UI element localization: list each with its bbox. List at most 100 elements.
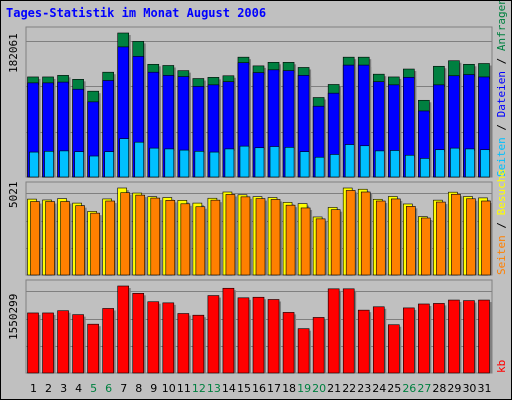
bar-seiten-day-4 bbox=[74, 151, 84, 178]
bar-seiten-day-2 bbox=[45, 201, 55, 276]
day-label: 17 bbox=[267, 382, 282, 395]
bar-seiten-day-18 bbox=[285, 204, 296, 276]
bar-kb-day-7 bbox=[117, 285, 130, 374]
bar-seiten-day-24 bbox=[375, 200, 386, 276]
legend-entry: Seiten bbox=[495, 235, 508, 275]
bar-seiten-day-5 bbox=[89, 155, 99, 178]
bar-kb-day-6 bbox=[102, 308, 114, 374]
bar-seiten-day-12 bbox=[195, 206, 206, 276]
bar-seiten-day-26 bbox=[406, 206, 416, 276]
bar-seiten-day-22 bbox=[345, 190, 356, 276]
day-label: 6 bbox=[105, 382, 113, 395]
day-label: 3 bbox=[60, 382, 68, 395]
bar-kb-day-30 bbox=[463, 300, 475, 374]
day-label: 20 bbox=[312, 382, 327, 395]
day-label: 14 bbox=[221, 382, 236, 395]
bar-seiten-day-20 bbox=[314, 156, 325, 178]
bar-kb-day-24 bbox=[372, 306, 385, 374]
bar-seiten-day-11 bbox=[179, 149, 190, 178]
day-label: 23 bbox=[357, 382, 372, 395]
bar-seiten-day-6 bbox=[104, 151, 114, 178]
bar-kb-day-10 bbox=[162, 302, 175, 374]
bar-kb-day-23 bbox=[357, 309, 370, 374]
bar-seiten-day-21 bbox=[330, 209, 341, 276]
bar-kb-day-3 bbox=[57, 310, 69, 374]
day-label: 9 bbox=[150, 382, 158, 395]
bar-kb-day-29 bbox=[448, 299, 460, 374]
bar-seiten-day-2 bbox=[44, 150, 54, 178]
bar-seiten-day-27 bbox=[420, 158, 430, 178]
legend-separator: / bbox=[495, 51, 508, 72]
bar-seiten-day-15 bbox=[240, 196, 251, 276]
day-label: 28 bbox=[432, 382, 447, 395]
bar-seiten-day-17 bbox=[269, 146, 280, 178]
day-label: 26 bbox=[402, 382, 417, 395]
bar-kb-day-25 bbox=[387, 324, 400, 374]
legend-separator: / bbox=[495, 215, 508, 236]
bar-seiten-day-11 bbox=[180, 203, 191, 276]
bar-kb-day-1 bbox=[27, 312, 39, 374]
bar-seiten-day-13 bbox=[210, 199, 221, 276]
day-label: 15 bbox=[236, 382, 251, 395]
day-label: 18 bbox=[282, 382, 297, 395]
bar-kb-day-15 bbox=[237, 297, 250, 374]
bar-seiten-day-27 bbox=[421, 217, 431, 276]
day-label: 16 bbox=[252, 382, 266, 395]
bar-kb-day-4 bbox=[72, 314, 84, 374]
day-label: 22 bbox=[342, 382, 357, 395]
day-label: 13 bbox=[206, 382, 221, 395]
bar-seiten-day-28 bbox=[436, 201, 446, 276]
bar-kb-day-17 bbox=[267, 299, 280, 374]
bar-seiten-day-23 bbox=[360, 191, 371, 276]
bar-seiten-day-25 bbox=[389, 150, 400, 178]
bar-seiten-day-26 bbox=[405, 154, 415, 178]
bar-seiten-day-18 bbox=[284, 147, 295, 178]
day-label: 24 bbox=[372, 382, 387, 395]
bar-seiten-day-3 bbox=[60, 201, 70, 276]
bar-seiten-day-10 bbox=[164, 148, 175, 178]
legend-top: Seiten / Dateien / Anfragen bbox=[495, 1, 508, 177]
legend-entry: Besuche bbox=[495, 169, 508, 216]
bar-kb-day-18 bbox=[282, 312, 295, 374]
bar-seiten-day-6 bbox=[105, 200, 115, 276]
bar-seiten-day-4 bbox=[75, 205, 85, 276]
bar-kb-day-20 bbox=[312, 317, 325, 374]
bar-seiten-day-22 bbox=[344, 144, 355, 178]
max-label-bottom: 1550299 bbox=[7, 293, 20, 340]
day-label: 19 bbox=[297, 382, 312, 395]
bar-kb-day-31 bbox=[478, 299, 490, 374]
max-label-top: 182061 bbox=[7, 33, 20, 73]
bar-seiten-day-29 bbox=[450, 147, 460, 178]
day-label: 7 bbox=[120, 382, 128, 395]
bar-seiten-day-21 bbox=[329, 154, 340, 178]
bar-seiten-day-15 bbox=[239, 145, 250, 178]
legend-entry: Dateien bbox=[495, 71, 508, 118]
bar-kb-day-2 bbox=[42, 312, 54, 374]
day-label: 27 bbox=[417, 382, 432, 395]
day-label: 1 bbox=[30, 382, 38, 395]
bar-kb-day-14 bbox=[222, 287, 235, 374]
bar-kb-day-27 bbox=[418, 303, 430, 374]
legend-entry: kb bbox=[495, 359, 508, 373]
bar-seiten-day-5 bbox=[90, 212, 100, 276]
bar-seiten-day-3 bbox=[59, 150, 69, 178]
bar-kb-day-21 bbox=[327, 288, 340, 374]
bar-kb-day-8 bbox=[132, 293, 145, 374]
bar-seiten-day-1 bbox=[30, 201, 40, 276]
bar-seiten-day-14 bbox=[225, 194, 236, 276]
bar-kb-day-28 bbox=[433, 303, 445, 374]
bar-kb-day-26 bbox=[403, 307, 415, 374]
bar-seiten-day-17 bbox=[270, 199, 281, 276]
bar-seiten-day-19 bbox=[300, 207, 311, 276]
bar-kb-day-19 bbox=[297, 328, 310, 374]
day-label: 4 bbox=[75, 382, 83, 395]
bar-seiten-day-8 bbox=[135, 194, 146, 276]
bar-seiten-day-16 bbox=[255, 198, 266, 276]
day-label: 11 bbox=[176, 382, 191, 395]
bar-seiten-day-23 bbox=[359, 145, 370, 178]
bar-seiten-day-30 bbox=[466, 198, 476, 276]
bar-seiten-day-28 bbox=[435, 149, 445, 178]
day-label: 10 bbox=[161, 382, 176, 395]
